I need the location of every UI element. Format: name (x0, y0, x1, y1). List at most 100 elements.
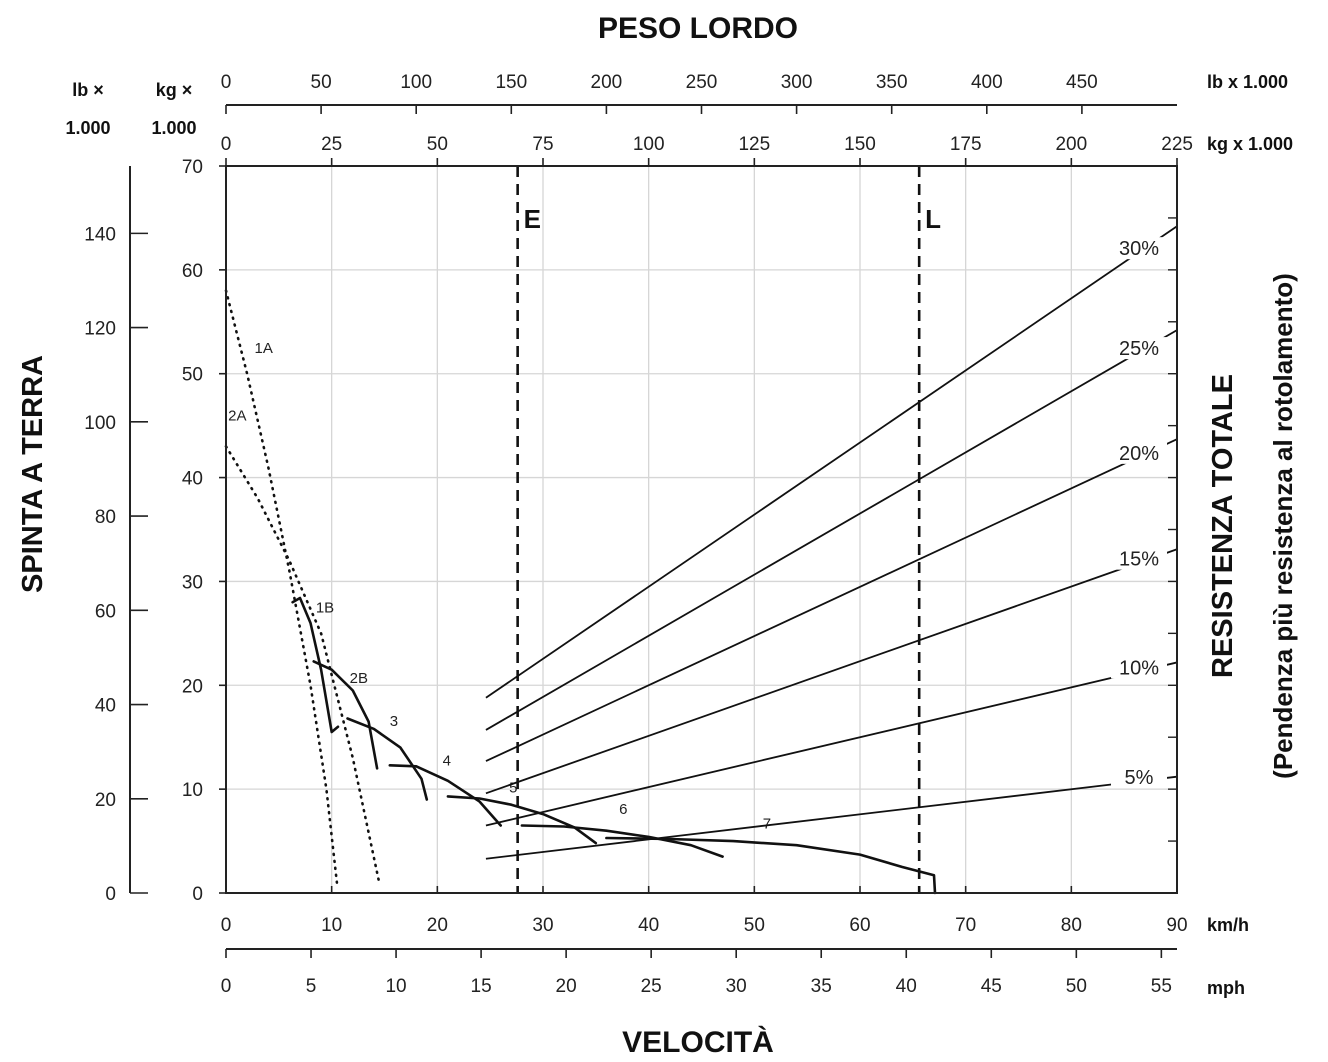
gear-curves: 1A 2A 1B 2B 3 4 5 6 7 (224, 289, 937, 895)
gear-curve-3 (346, 717, 429, 801)
top-tick-label-kg: 0 (221, 134, 232, 155)
x-tick-label-kmh: 90 (1166, 915, 1187, 936)
x-tick-label-kmh: 20 (427, 915, 448, 936)
resistance-line-10pct (485, 661, 1178, 827)
resistance-label-15pct: 15% (1119, 549, 1159, 571)
resistance-label-bg (1110, 237, 1167, 260)
x-tick-label-mph: 20 (556, 976, 577, 997)
top-tick-label-lb: 200 (591, 72, 623, 93)
top-tick-label-lb: 400 (971, 72, 1003, 93)
top-tick-label-lb: 50 (311, 72, 332, 93)
top-tick-label-kg: 225 (1161, 134, 1193, 155)
x-tick-label-kmh: 70 (955, 915, 976, 936)
y-axis-title-left: SPINTA A TERRA (17, 355, 49, 593)
x-tick-label-kmh: 40 (638, 915, 659, 936)
axes: 0 10 20 30 40 50 60 70 80 90 km/h0 5 10 15 20 25 30 35 40 4… (65, 72, 1293, 998)
x-tick-label-mph: 40 (896, 976, 917, 997)
resistance-label-20pct: 20% (1119, 443, 1159, 465)
curve-label-4: 4 (443, 752, 451, 769)
y-tick-label-lb: 140 (84, 224, 116, 245)
resistance-label-bg (1110, 766, 1167, 789)
y-tick-label-lb: 0 (105, 884, 116, 905)
x-tick-label-kmh: 50 (744, 915, 765, 936)
resistance-line-15pct (485, 548, 1178, 795)
curve-label-3: 3 (390, 713, 398, 730)
gear-curve-5 (446, 795, 598, 845)
x-axis-title: VELOCITÀ (622, 1025, 774, 1059)
y-tick-label-kg: 50 (182, 365, 203, 386)
top-tick-label-lb: 350 (876, 72, 908, 93)
curve-label-2b: 2B (350, 670, 368, 687)
y-axis-subtitle-right: (Pendenza più resistenza al rotolamento) (1268, 273, 1298, 779)
resistance-label-bg (1110, 547, 1167, 570)
top-tick-label-kg: 25 (321, 134, 342, 155)
resistance-label-bg (1110, 656, 1167, 679)
y-tick-label-lb: 20 (95, 790, 116, 811)
plot-frame (225, 165, 1178, 894)
x-tick-label-mph: 30 (726, 976, 747, 997)
resistance-lines: 30% 25% 20% 15% 10% 5% (485, 225, 1178, 860)
top-tick-label-kg: 100 (633, 134, 665, 155)
y-tick-label-kg: 60 (182, 261, 203, 282)
top-tick-label-lb: 250 (686, 72, 718, 93)
curve-label-1b: 1B (316, 600, 334, 617)
top-tick-label-lb: 100 (400, 72, 432, 93)
header-kg-line2: 1.000 (151, 118, 196, 138)
limit-label-l: L (925, 204, 941, 234)
x-tick-label-kmh: 10 (321, 915, 342, 936)
grid (226, 166, 1177, 893)
top-tick-label-lb: 150 (495, 72, 527, 93)
top-tick-label-kg: 200 (1055, 134, 1087, 155)
gear-curve-7 (605, 836, 937, 895)
gear-curve-6 (520, 824, 724, 858)
top-tick-label-kg: 175 (950, 134, 982, 155)
resistance-line-30pct (485, 225, 1178, 699)
x-tick-label-mph: 25 (641, 976, 662, 997)
top-tick-label-kg: 75 (532, 134, 553, 155)
x-unit-mph: mph (1207, 978, 1245, 998)
top-tick-label-kg: 150 (844, 134, 876, 155)
top-tick-label-kg: 50 (427, 134, 448, 155)
y-tick-label-kg: 0 (192, 884, 203, 905)
curve-label-7: 7 (763, 816, 771, 833)
top-tick-label-kg: 125 (738, 134, 770, 155)
x-tick-label-mph: 50 (1066, 976, 1087, 997)
resistance-label-bg (1110, 337, 1167, 360)
limit-label-e: E (524, 204, 541, 234)
header-lb-line1: lb × (72, 80, 104, 100)
y-axis-title-right: RESISTENZA TOTALE (1207, 374, 1239, 678)
top-unit-kg: kg x 1.000 (1207, 134, 1293, 154)
y-tick-label-lb: 100 (84, 413, 116, 434)
gear-curve-2b (312, 660, 379, 770)
gear-curve-4 (388, 763, 503, 827)
curve-label-1a: 1A (255, 340, 273, 357)
header-lb-line2: 1.000 (65, 118, 110, 138)
curve-label-2a: 2A (228, 407, 246, 424)
y-tick-label-lb: 60 (95, 601, 116, 622)
curve-label-5: 5 (509, 779, 517, 796)
gear-curve-1a (224, 289, 339, 884)
resistance-line-25pct (485, 329, 1178, 731)
resistance-line-5pct (485, 775, 1178, 860)
curve-label-6: 6 (619, 801, 627, 818)
chart-title: PESO LORDO (598, 12, 798, 45)
x-tick-label-mph: 55 (1151, 976, 1172, 997)
x-tick-label-kmh: 30 (532, 915, 553, 936)
y-tick-label-lb: 120 (84, 319, 116, 340)
x-tick-label-kmh: 60 (849, 915, 870, 936)
resistance-label-bg (1110, 441, 1167, 464)
x-tick-label-mph: 45 (981, 976, 1002, 997)
x-tick-label-mph: 35 (811, 976, 832, 997)
resistance-label-5pct: 5% (1125, 767, 1154, 789)
y-tick-label-kg: 40 (182, 469, 203, 490)
resistance-label-30pct: 30% (1119, 238, 1159, 260)
x-unit-kmh: km/h (1207, 915, 1249, 935)
resistance-line-20pct (485, 438, 1178, 762)
y-tick-label-kg: 20 (182, 676, 203, 697)
top-tick-label-lb: 300 (781, 72, 813, 93)
x-tick-label-kmh: 0 (221, 915, 232, 936)
gear-curve-1b (291, 596, 340, 734)
x-tick-label-kmh: 80 (1061, 915, 1082, 936)
